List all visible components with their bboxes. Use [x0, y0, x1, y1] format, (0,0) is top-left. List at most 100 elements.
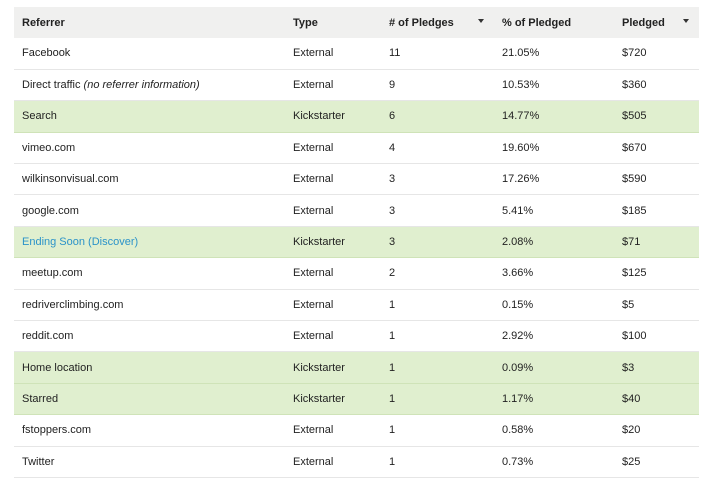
pledged-cell: $185 [622, 204, 647, 217]
referrer-cell: fstoppers.com [14, 415, 285, 446]
percent-cell: 5.41% [502, 204, 534, 217]
percent-cell: 0.15% [502, 298, 534, 311]
referrer-cell: Twitter [14, 446, 285, 477]
pledged-cell: $25 [622, 455, 641, 468]
header-pledges[interactable]: # of Pledges [381, 7, 494, 38]
referrer-name: google.com [22, 204, 79, 217]
pledged-cell: $100 [622, 330, 647, 343]
referrer-cell: wilkinsonvisual.com [14, 164, 285, 195]
pledged-cell: $3 [622, 361, 635, 374]
referrer-cell: Ending Soon (Discover) [14, 226, 285, 257]
referrer-name: Twitter [22, 455, 55, 468]
referrer-note: (no referrer information) [83, 79, 200, 92]
type-cell: External [293, 141, 334, 154]
referrer-cell: meetup.com [14, 258, 285, 289]
referrer-cell: reddit.com [14, 321, 285, 352]
percent-cell: 17.26% [502, 173, 540, 186]
sort-desc-icon[interactable] [478, 19, 484, 23]
referrer-name: Facebook [22, 47, 71, 60]
pledged-cell: $20 [622, 424, 641, 437]
table-body: Facebook External 11 21.05% $720 Direct traff… [14, 38, 699, 478]
percent-cell: 14.77% [502, 110, 540, 123]
referrer-cell: google.com [14, 195, 285, 226]
percent-cell: 0.58% [502, 424, 534, 437]
pledges-cell: 6 [389, 110, 396, 123]
type-cell: External [293, 330, 334, 343]
table-row: Search Kickstarter 6 14.77% $505 [14, 100, 699, 133]
percent-cell: 19.60% [502, 141, 540, 154]
type-cell: Kickstarter [293, 392, 345, 405]
percent-cell: 2.92% [502, 330, 534, 343]
table-row: Ending Soon (Discover) Kickstarter 3 2.08% $… [14, 226, 699, 258]
pledges-cell: 4 [389, 141, 396, 154]
referrer-name: redriverclimbing.com [22, 298, 124, 311]
pledges-cell: 3 [389, 204, 396, 217]
pledges-cell: 3 [389, 236, 396, 249]
type-cell: External [293, 79, 334, 92]
type-cell: Kickstarter [293, 361, 345, 374]
sort-desc-icon[interactable] [683, 19, 689, 23]
referrer-name: fstoppers.com [22, 424, 92, 437]
pledged-cell: $125 [622, 267, 647, 280]
pledged-cell: $670 [622, 141, 647, 154]
table-row: meetup.com External 2 3.66% $125 [14, 258, 699, 290]
referrer-link[interactable]: Ending Soon (Discover) [22, 236, 139, 249]
table-row: Facebook External 11 21.05% $720 [14, 38, 699, 70]
header-pledges-label: # of Pledges [389, 16, 454, 29]
pledges-cell: 2 [389, 267, 396, 280]
header-percent[interactable]: % of Pledged [502, 16, 572, 29]
referrers-table: Referrer Type # of Pledges % of Pledged … [14, 7, 699, 478]
pledges-cell: 1 [389, 392, 396, 405]
referrer-cell: Starred [14, 383, 285, 414]
table-row: Twitter External 1 0.73% $25 [14, 446, 699, 478]
percent-cell: 0.09% [502, 361, 534, 374]
referrer-name: meetup.com [22, 267, 83, 280]
pledges-cell: 1 [389, 424, 396, 437]
referrer-name: Home location [22, 361, 93, 374]
header-type[interactable]: Type [293, 16, 318, 29]
percent-cell: 10.53% [502, 79, 540, 92]
referrer-name: Direct traffic [22, 79, 81, 92]
referrer-name: wilkinsonvisual.com [22, 173, 119, 186]
table-row: Direct traffic (no referrer information)… [14, 69, 699, 101]
pledges-cell: 9 [389, 79, 396, 92]
header-pledged[interactable]: Pledged [614, 7, 699, 38]
referrer-cell: vimeo.com [14, 132, 285, 163]
table-row: reddit.com External 1 2.92% $100 [14, 321, 699, 352]
referrer-cell: redriverclimbing.com [14, 289, 285, 320]
pledges-cell: 3 [389, 173, 396, 186]
header-pledged-label: Pledged [622, 16, 665, 29]
table-row: Home location Kickstarter 1 0.09% $3 [14, 351, 699, 384]
type-cell: External [293, 173, 334, 186]
table-row: fstoppers.com External 1 0.58% $20 [14, 415, 699, 447]
pledged-cell: $71 [622, 236, 641, 249]
type-cell: Kickstarter [293, 236, 345, 249]
referrer-cell: Home location [14, 352, 285, 383]
pledged-cell: $5 [622, 298, 635, 311]
table-row: redriverclimbing.com External 1 0.15% $5 [14, 289, 699, 321]
pledged-cell: $40 [622, 392, 641, 405]
referrer-name: Search [22, 110, 57, 123]
referrer-cell: Facebook [14, 38, 285, 69]
pledges-cell: 1 [389, 455, 396, 468]
type-cell: External [293, 267, 334, 280]
pledged-cell: $720 [622, 47, 647, 60]
percent-cell: 3.66% [502, 267, 534, 280]
pledges-cell: 1 [389, 361, 396, 374]
type-cell: External [293, 455, 334, 468]
table-row: vimeo.com External 4 19.60% $670 [14, 132, 699, 164]
type-cell: External [293, 47, 334, 60]
table-row: google.com External 3 5.41% $185 [14, 195, 699, 227]
pledged-cell: $590 [622, 173, 647, 186]
pledges-cell: 11 [389, 47, 401, 60]
percent-cell: 21.05% [502, 47, 540, 60]
header-referrer[interactable]: Referrer [22, 16, 65, 29]
type-cell: External [293, 298, 334, 311]
table-header-row: Referrer Type # of Pledges % of Pledged … [14, 7, 699, 38]
table-row: wilkinsonvisual.com External 3 17.26% $590 [14, 164, 699, 195]
percent-cell: 0.73% [502, 455, 534, 468]
referrer-name: vimeo.com [22, 141, 76, 154]
pledges-cell: 1 [389, 298, 396, 311]
table-row: Starred Kickstarter 1 1.17% $40 [14, 383, 699, 415]
